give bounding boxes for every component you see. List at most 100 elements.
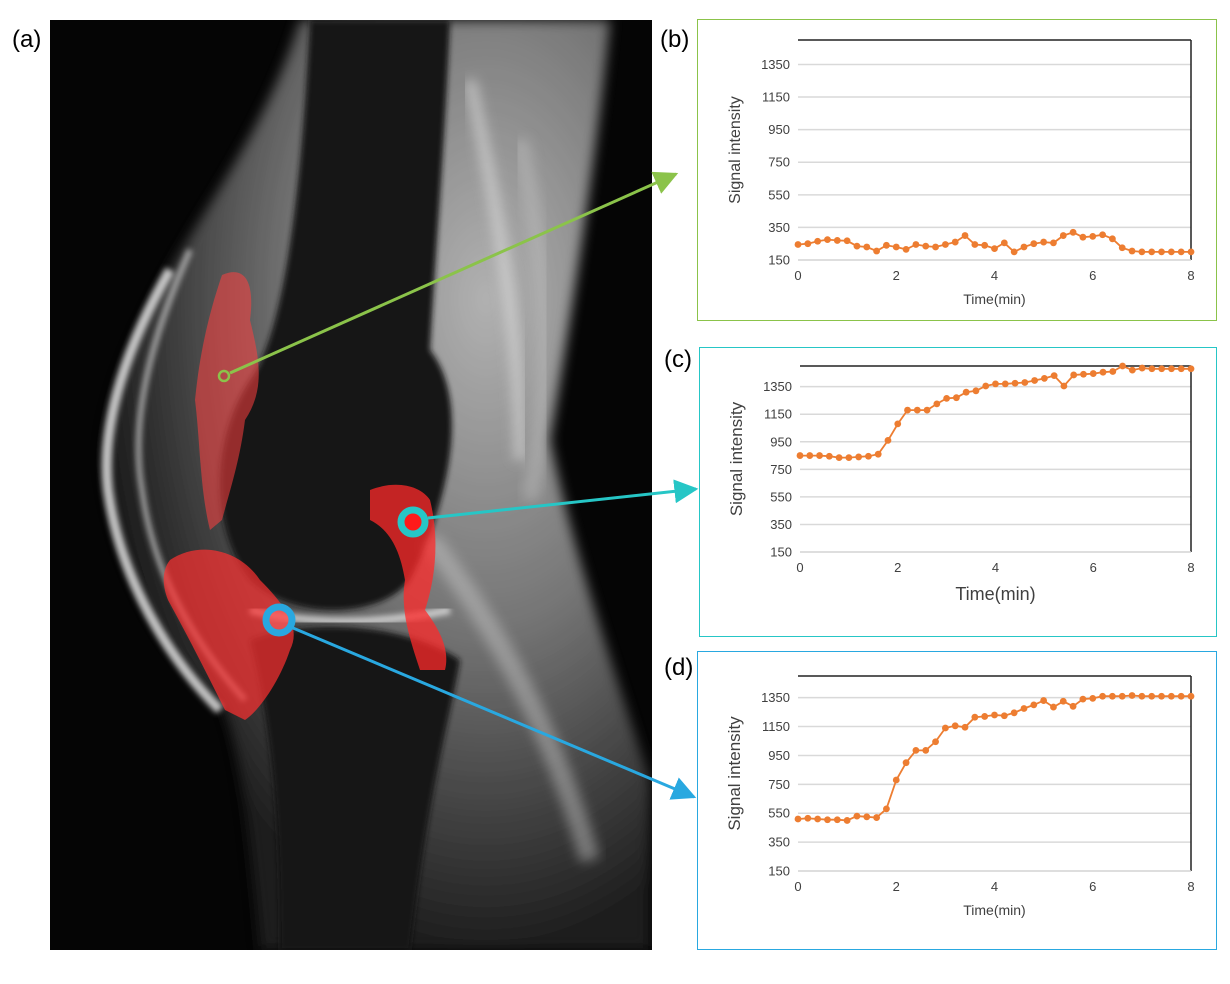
y-tick-label: 750 — [770, 462, 792, 477]
x-tick-label: 8 — [1187, 268, 1194, 283]
data-point — [892, 776, 900, 784]
chart-svg-d: 150 350 550 750 950 1150 1350 0 2 4 6 8 Time(min) Sig… — [725, 675, 1195, 918]
data-point — [894, 420, 902, 428]
data-point — [1099, 368, 1107, 376]
panel-label-d: (d) — [664, 654, 694, 681]
data-point — [843, 817, 851, 824]
data-point — [1069, 702, 1077, 710]
y-tick-label: 950 — [768, 122, 790, 137]
data-point — [1079, 233, 1087, 241]
data-point — [853, 242, 861, 250]
chart-panel-d: 150 350 550 750 950 1150 1350 0 2 4 6 8 Time(min) Sig… — [697, 651, 1217, 950]
y-tick-label: 550 — [770, 489, 792, 504]
data-point — [892, 243, 900, 251]
y-tick-label: 1350 — [761, 57, 790, 72]
data-point — [1138, 364, 1146, 372]
data-point — [902, 246, 910, 253]
data-point — [1168, 365, 1175, 373]
x-tick-label: 4 — [991, 268, 998, 283]
y-axis-label: Signal intensity — [727, 96, 744, 204]
data-point — [1059, 697, 1067, 705]
data-point — [865, 452, 872, 460]
data-point — [1021, 379, 1029, 386]
data-point — [873, 247, 880, 255]
x-tick-label: 0 — [794, 268, 801, 283]
y-tick-label: 350 — [770, 517, 792, 532]
data-point — [1040, 238, 1048, 246]
data-point — [991, 711, 998, 719]
data-point — [951, 238, 959, 246]
x-tick-label: 8 — [1187, 879, 1194, 894]
data-point — [824, 236, 831, 244]
data-point — [835, 454, 843, 462]
x-tick-label: 8 — [1187, 560, 1194, 575]
data-point — [1059, 232, 1067, 239]
chart-svg-c: 150 350 550 750 950 1150 1350 0 2 4 6 8 Time(min) Sig… — [727, 362, 1195, 604]
y-tick-label: 750 — [768, 155, 790, 170]
data-point — [874, 450, 882, 458]
data-point — [972, 387, 980, 395]
data-point — [804, 240, 812, 248]
y-tick-label: 1350 — [763, 379, 792, 394]
data-point — [1089, 694, 1097, 702]
x-tick-label: 2 — [894, 560, 901, 575]
y-tick-label: 150 — [768, 864, 790, 879]
data-point — [1148, 692, 1156, 700]
data-point — [912, 241, 920, 248]
x-tick-label: 2 — [893, 879, 900, 894]
data-point — [884, 437, 892, 444]
data-point — [1128, 366, 1136, 374]
data-point — [824, 816, 831, 824]
data-point — [833, 237, 841, 244]
x-tick-label: 6 — [1089, 879, 1096, 894]
data-point — [1148, 248, 1156, 256]
data-point — [863, 243, 871, 251]
x-tick-label: 4 — [991, 879, 998, 894]
data-point — [991, 245, 998, 252]
data-point — [913, 406, 921, 414]
data-point — [912, 746, 920, 754]
mri-illustration — [101, 20, 651, 950]
data-point — [1187, 365, 1195, 373]
data-point — [804, 814, 812, 822]
x-tick-label: 2 — [893, 268, 900, 283]
data-point — [902, 759, 910, 767]
data-point — [1167, 248, 1175, 256]
data-point — [1099, 692, 1106, 700]
data-point — [1089, 370, 1097, 377]
data-point — [796, 452, 804, 459]
data-point — [1069, 228, 1077, 236]
x-tick-label: 0 — [796, 560, 803, 575]
y-tick-label: 150 — [770, 545, 792, 560]
data-point — [794, 241, 802, 248]
data-point — [1020, 705, 1028, 712]
data-point — [1148, 365, 1156, 373]
data-point — [922, 746, 930, 754]
data-point — [883, 805, 890, 813]
x-tick-label: 4 — [992, 560, 999, 575]
x-tick-label: 6 — [1090, 560, 1097, 575]
y-tick-label: 550 — [768, 187, 790, 202]
data-point — [932, 243, 939, 251]
x-tick-label: 0 — [794, 879, 801, 894]
data-point — [1177, 365, 1185, 373]
data-point — [873, 814, 880, 821]
panel-label-a: (a) — [12, 26, 42, 53]
y-tick-label: 750 — [768, 777, 790, 792]
data-point — [1030, 240, 1038, 248]
data-point — [863, 813, 871, 821]
data-point — [1000, 239, 1008, 247]
data-point — [1119, 362, 1126, 370]
data-point — [941, 724, 949, 732]
data-point — [1080, 370, 1087, 378]
data-point — [855, 453, 863, 461]
data-point — [1000, 712, 1008, 720]
data-point — [1060, 382, 1068, 390]
data-point — [794, 815, 802, 823]
y-axis-label: Signal intensity — [725, 716, 744, 831]
data-point — [814, 815, 822, 823]
data-point — [1011, 379, 1019, 387]
data-point — [981, 713, 989, 720]
data-point — [1118, 244, 1126, 252]
data-point — [922, 242, 930, 250]
